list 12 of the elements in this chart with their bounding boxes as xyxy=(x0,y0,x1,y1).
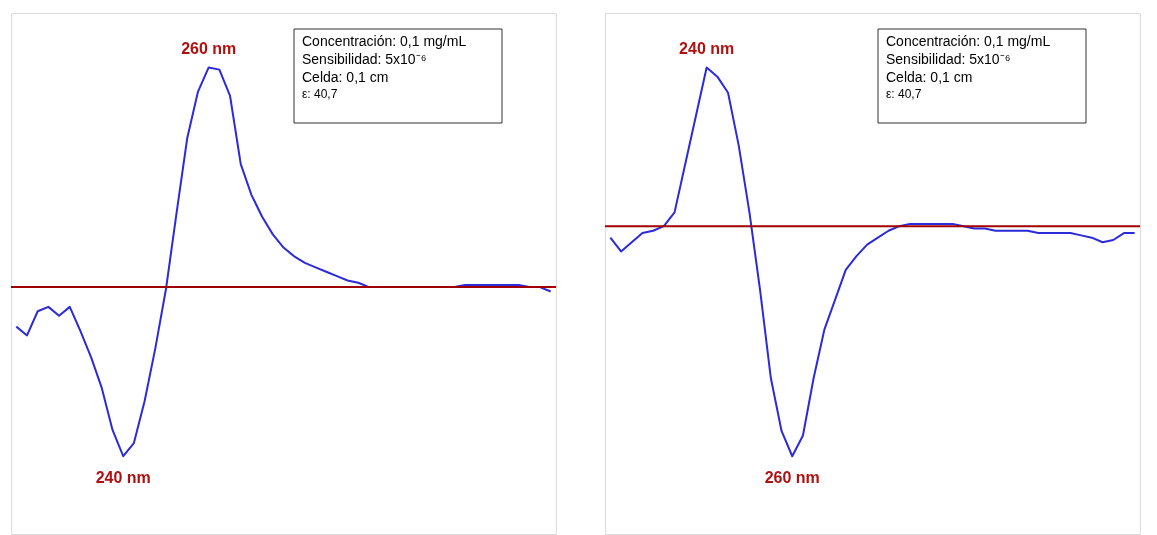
annotation: 260 nm xyxy=(764,469,820,487)
annotation: Celda: 0,1 cm xyxy=(886,69,973,85)
text: Concentración: 0,1 mg/mL xyxy=(886,33,1051,49)
annotation: Celda: 0,1 cm xyxy=(302,69,389,85)
text: Concentración: 0,1 mg/mL xyxy=(302,33,467,49)
text: Sensibilidad: 5x10⁻⁶ xyxy=(886,51,1011,67)
annotation: 240 nm xyxy=(95,469,151,487)
annotation: 240 nm xyxy=(679,40,735,58)
annotation: ε: 40,7 xyxy=(302,87,338,101)
annotation: 260 nm xyxy=(181,40,237,58)
text: Sensibilidad: 5x10⁻⁶ xyxy=(302,51,427,67)
annotation: ε: 40,7 xyxy=(886,87,922,101)
